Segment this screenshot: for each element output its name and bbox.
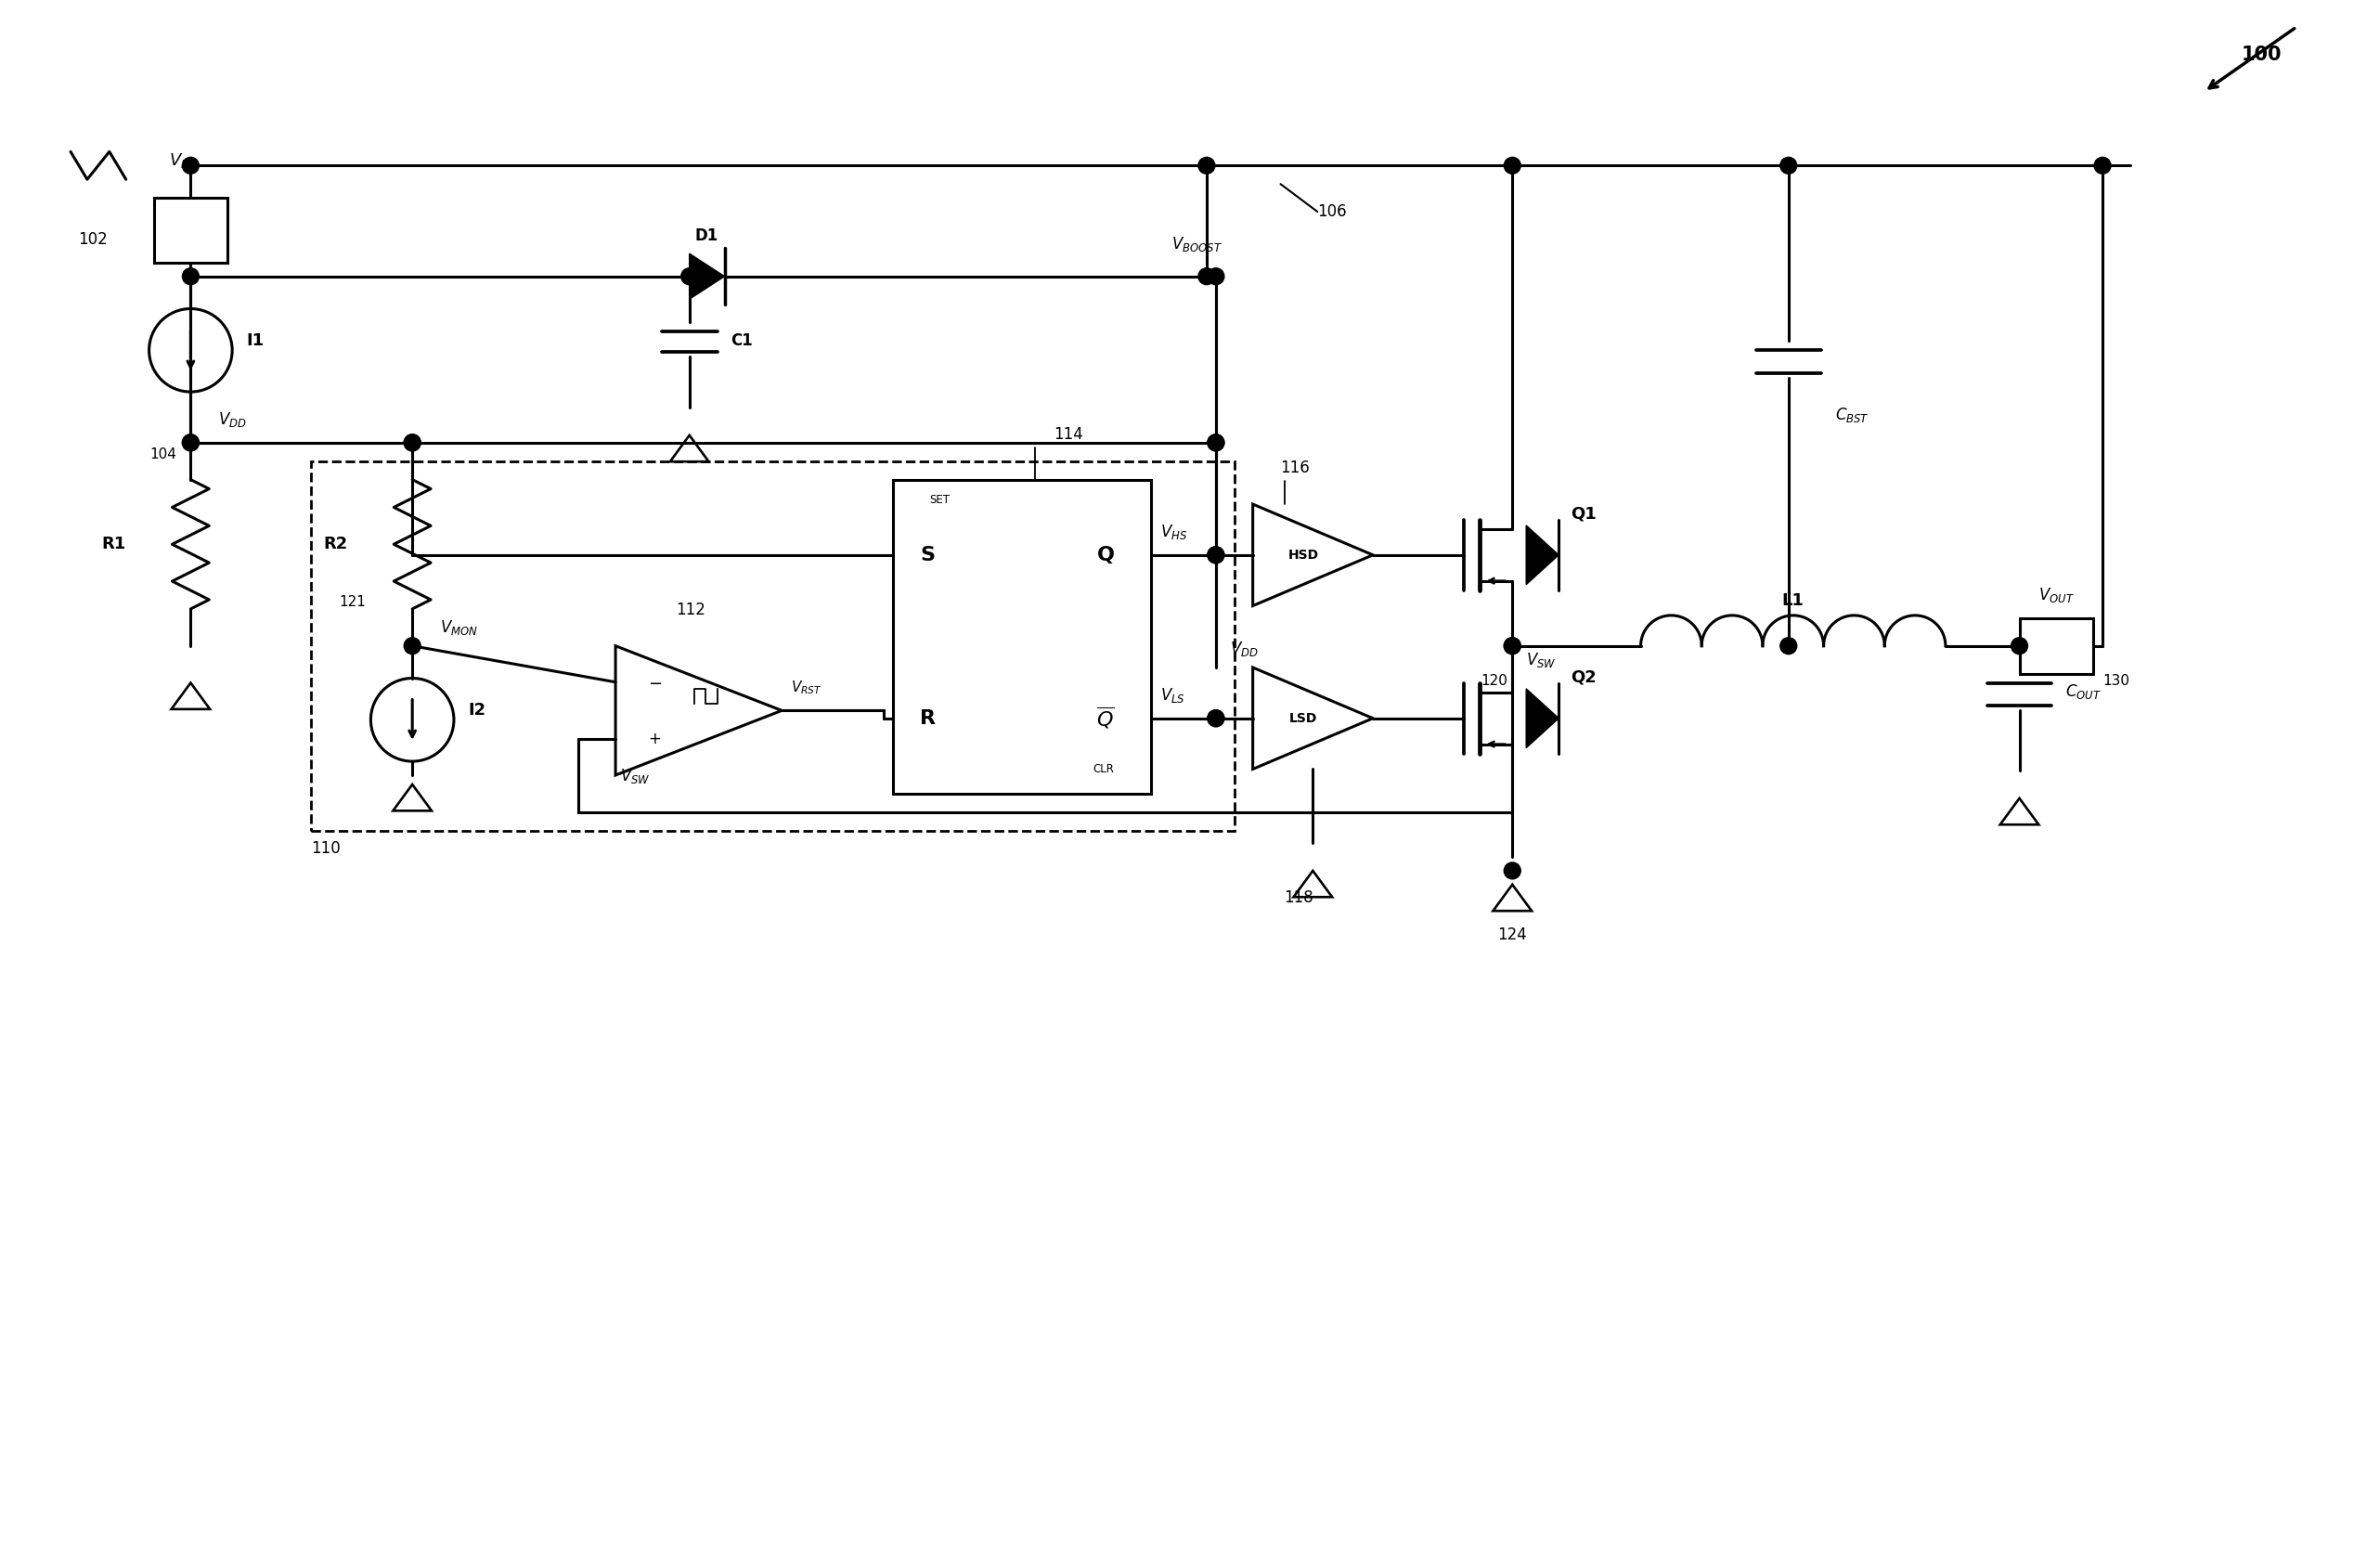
Circle shape xyxy=(2094,157,2111,174)
Bar xyxy=(155,197,228,263)
Text: R1: R1 xyxy=(102,536,126,552)
Text: $V_{OUT}$: $V_{OUT}$ xyxy=(2037,586,2075,605)
Circle shape xyxy=(183,267,200,285)
Text: $V_{RST}$: $V_{RST}$ xyxy=(790,680,823,697)
Text: $V_{MON}$: $V_{MON}$ xyxy=(440,617,478,636)
Circle shape xyxy=(183,434,200,451)
Circle shape xyxy=(1197,267,1214,285)
Bar xyxy=(2018,619,2094,673)
Text: R: R xyxy=(921,709,935,728)
Circle shape xyxy=(1207,711,1223,726)
Text: $+$: $+$ xyxy=(647,731,662,748)
Text: Q: Q xyxy=(1097,546,1114,564)
Text: 104: 104 xyxy=(150,448,176,462)
Circle shape xyxy=(1207,434,1223,451)
Polygon shape xyxy=(690,253,724,299)
Circle shape xyxy=(405,638,421,655)
Circle shape xyxy=(1197,157,1214,174)
Polygon shape xyxy=(1526,689,1559,748)
Text: CLR: CLR xyxy=(1092,764,1114,776)
Circle shape xyxy=(1207,711,1223,726)
Text: LSD: LSD xyxy=(1290,712,1319,725)
Text: $V_{DD}$: $V_{DD}$ xyxy=(219,411,248,429)
Text: $-$: $-$ xyxy=(647,673,662,690)
Circle shape xyxy=(1504,863,1521,879)
Text: $V_{SW}$: $V_{SW}$ xyxy=(621,767,650,785)
Text: $C_{BST}$: $C_{BST}$ xyxy=(1835,406,1868,425)
Text: 130: 130 xyxy=(2102,673,2130,687)
Circle shape xyxy=(1207,267,1223,285)
Text: 100: 100 xyxy=(2242,45,2282,64)
Text: $V_{LS}$: $V_{LS}$ xyxy=(1161,686,1185,704)
Circle shape xyxy=(681,267,697,285)
Text: SET: SET xyxy=(931,493,950,505)
Circle shape xyxy=(2011,638,2028,655)
Circle shape xyxy=(1207,547,1223,563)
Circle shape xyxy=(1504,157,1521,174)
Text: $V_{BOOST}$: $V_{BOOST}$ xyxy=(1171,235,1223,253)
Circle shape xyxy=(183,434,200,451)
Circle shape xyxy=(405,434,421,451)
Circle shape xyxy=(405,434,421,451)
Text: 114: 114 xyxy=(1054,426,1083,443)
Text: R2: R2 xyxy=(324,536,347,552)
Bar xyxy=(892,479,1152,793)
Text: $V_{HS}$: $V_{HS}$ xyxy=(1161,522,1188,541)
Text: 102: 102 xyxy=(79,232,107,247)
Text: 124: 124 xyxy=(1497,927,1528,942)
Text: Q2: Q2 xyxy=(1571,669,1597,686)
Text: C1: C1 xyxy=(731,333,752,350)
Circle shape xyxy=(1780,157,1797,174)
Text: 120: 120 xyxy=(1480,673,1507,687)
Text: I1: I1 xyxy=(245,333,264,350)
Text: Q1: Q1 xyxy=(1571,505,1597,522)
Circle shape xyxy=(1504,638,1521,655)
Text: $V_{SW}$: $V_{SW}$ xyxy=(1526,650,1557,669)
Text: $\overline{Q}$: $\overline{Q}$ xyxy=(1097,706,1114,731)
Text: 106: 106 xyxy=(1319,204,1347,221)
Text: I2: I2 xyxy=(469,703,486,718)
Bar xyxy=(312,462,1235,830)
Text: 118: 118 xyxy=(1285,889,1314,907)
Text: HSD: HSD xyxy=(1288,549,1319,561)
Circle shape xyxy=(1207,547,1223,563)
Circle shape xyxy=(1504,638,1521,655)
Text: S: S xyxy=(921,546,935,564)
Text: 110: 110 xyxy=(312,840,340,857)
Text: 116: 116 xyxy=(1280,460,1309,476)
Circle shape xyxy=(1780,638,1797,655)
Text: D1: D1 xyxy=(695,227,719,244)
Circle shape xyxy=(1207,434,1223,451)
Polygon shape xyxy=(1526,526,1559,585)
Text: $C_{OUT}$: $C_{OUT}$ xyxy=(2066,683,2102,701)
Circle shape xyxy=(183,157,200,174)
Text: 112: 112 xyxy=(676,602,704,619)
Text: 121: 121 xyxy=(340,596,367,610)
Text: $V_{DD}$: $V_{DD}$ xyxy=(1230,639,1259,658)
Text: L1: L1 xyxy=(1783,592,1804,610)
Text: $V_{IN}$: $V_{IN}$ xyxy=(169,151,195,169)
